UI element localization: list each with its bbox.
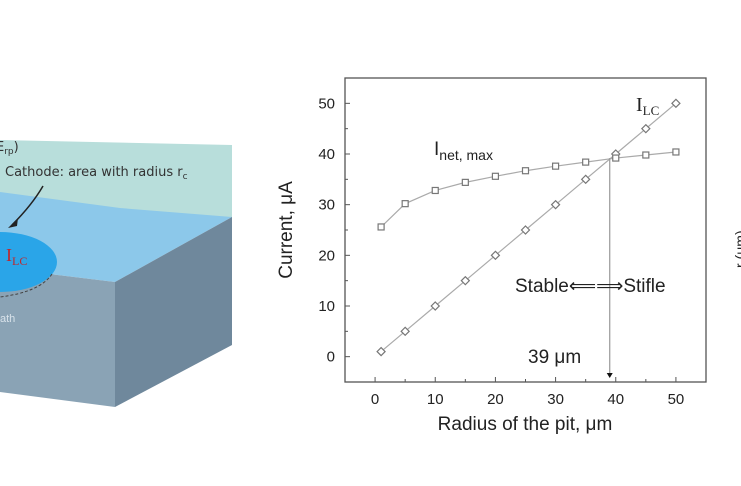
data-point-diamond	[400, 326, 411, 337]
x-axis-label: Radius of the pit, μm	[438, 414, 613, 435]
pit-diagram: Erp) Cathode: area with radius rc ILC at…	[0, 140, 232, 407]
x-tick-label: 10	[427, 391, 444, 408]
y-axis-label: Current, μA	[276, 181, 297, 279]
pointer-arrowhead	[8, 218, 18, 228]
ilc-label: ILC	[6, 245, 27, 268]
y-tick-label: 50	[318, 95, 335, 112]
data-point-diamond	[376, 346, 386, 357]
data-point-square	[521, 167, 530, 175]
current-vs-radius-chart: 0 10 20 30 40 50 0 10 20 30 40 50 Current, μA Radiu…	[276, 77, 707, 435]
data-point-square	[672, 148, 680, 156]
data-point-square	[431, 186, 439, 195]
top-sheet	[0, 140, 232, 218]
side-face	[115, 217, 232, 407]
y-tick-label: 20	[318, 247, 335, 264]
crossover-label: 39 μm	[528, 347, 581, 368]
data-point-diamond	[430, 301, 441, 311]
y-tick-label: 40	[318, 146, 335, 163]
series-line-I_net,max	[380, 151, 676, 228]
data-point-diamond	[580, 174, 591, 185]
data-point-square	[582, 158, 590, 166]
x-tick-label: 20	[487, 391, 504, 408]
data-point-diamond	[640, 123, 651, 134]
bath-label: ath	[0, 313, 15, 325]
data-point-square	[642, 151, 650, 159]
label-erp: Erp)	[0, 140, 19, 157]
partial-y-axis-label: r (μm)	[732, 230, 741, 268]
data-point-diamond	[550, 199, 561, 210]
series-label-ilc: ILC	[636, 94, 659, 118]
series-label-inet-max: Inet, max	[434, 139, 493, 163]
cathode-area	[0, 232, 57, 292]
data-point-diamond	[460, 275, 471, 286]
data-point-square	[491, 172, 500, 180]
x-tick-label: 0	[371, 391, 379, 408]
x-tick-label: 40	[607, 391, 624, 408]
x-tick-label: 50	[668, 391, 685, 408]
x-tick-label: 30	[547, 391, 564, 408]
data-point-square	[377, 223, 385, 231]
data-point-diamond	[520, 225, 531, 235]
data-point-square	[461, 178, 469, 186]
data-point-diamond	[671, 98, 681, 109]
data-point-diamond	[490, 250, 501, 261]
cathode-dashed-outline	[0, 273, 53, 298]
partial-next-chart: r (μm)	[732, 230, 741, 268]
top-face	[0, 192, 232, 282]
y-tick-label: 0	[327, 349, 335, 366]
series-line-I_LC	[380, 102, 677, 353]
data-point-square	[551, 162, 560, 170]
cathode-label: Cathode: area with radius rc	[5, 165, 188, 182]
crossover-arrowhead	[606, 373, 613, 378]
y-tick-label: 30	[318, 197, 335, 214]
front-face	[0, 268, 115, 407]
data-point-square	[612, 154, 620, 162]
regime-annotation: Stable⟸⟹Stifle	[515, 276, 666, 297]
y-tick-label: 10	[318, 298, 335, 315]
data-point-square	[401, 200, 409, 208]
